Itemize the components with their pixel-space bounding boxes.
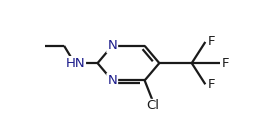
Text: HN: HN bbox=[66, 57, 85, 70]
Text: Cl: Cl bbox=[147, 100, 160, 112]
Text: F: F bbox=[222, 57, 230, 70]
Text: N: N bbox=[107, 74, 117, 87]
Text: F: F bbox=[207, 36, 215, 49]
Text: F: F bbox=[207, 78, 215, 91]
Text: N: N bbox=[107, 39, 117, 52]
